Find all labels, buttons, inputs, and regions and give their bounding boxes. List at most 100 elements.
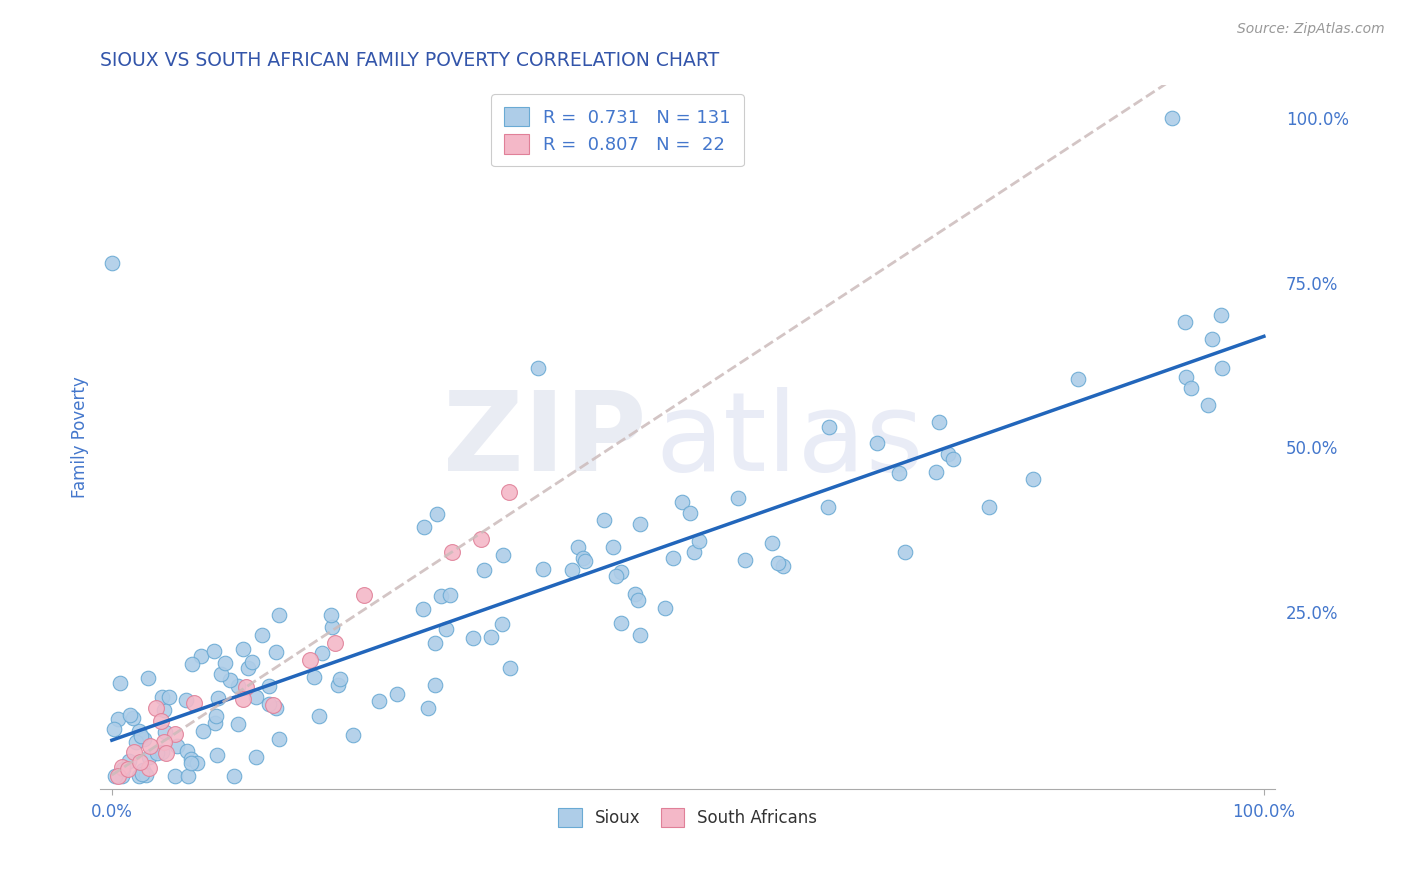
Point — [766, 556, 789, 570]
Point — [124, 745, 146, 759]
Point — [423, 635, 446, 649]
Point — [671, 495, 693, 509]
Point — [232, 642, 254, 657]
Point — [263, 698, 285, 712]
Point — [117, 762, 139, 776]
Point — [145, 701, 167, 715]
Point — [153, 735, 176, 749]
Point — [925, 465, 948, 479]
Point — [319, 607, 342, 622]
Point — [610, 615, 633, 630]
Point — [561, 563, 583, 577]
Point — [942, 451, 965, 466]
Point — [329, 672, 352, 686]
Point — [236, 661, 259, 675]
Point — [527, 361, 550, 376]
Point — [111, 769, 134, 783]
Point — [894, 544, 917, 558]
Point — [1197, 398, 1219, 412]
Point — [627, 593, 650, 607]
Point — [470, 532, 492, 546]
Point — [326, 677, 349, 691]
Point — [628, 628, 651, 642]
Point — [1209, 308, 1232, 322]
Point — [138, 750, 160, 764]
Point — [1174, 315, 1197, 329]
Point — [1160, 111, 1182, 125]
Point — [138, 761, 160, 775]
Point — [269, 731, 291, 746]
Point — [145, 746, 167, 760]
Point — [678, 507, 700, 521]
Point — [426, 507, 449, 521]
Point — [108, 676, 131, 690]
Point — [1211, 360, 1233, 375]
Point — [180, 752, 202, 766]
Point — [150, 745, 173, 759]
Point — [122, 711, 145, 725]
Point — [202, 643, 225, 657]
Point — [112, 762, 135, 776]
Point — [592, 513, 614, 527]
Point — [734, 553, 756, 567]
Point — [434, 622, 457, 636]
Point — [150, 714, 173, 729]
Point — [209, 666, 232, 681]
Point — [498, 484, 520, 499]
Point — [224, 769, 246, 783]
Point — [267, 607, 290, 622]
Point — [235, 681, 257, 695]
Point — [226, 716, 249, 731]
Point — [110, 759, 132, 773]
Point — [128, 769, 150, 783]
Point — [257, 697, 280, 711]
Point — [311, 647, 333, 661]
Y-axis label: Family Poverty: Family Poverty — [72, 376, 89, 498]
Point — [131, 729, 153, 743]
Point — [128, 723, 150, 738]
Point — [1022, 472, 1045, 486]
Point — [624, 587, 647, 601]
Point — [165, 769, 187, 783]
Point — [186, 756, 208, 770]
Point — [176, 744, 198, 758]
Point — [866, 435, 889, 450]
Point — [153, 724, 176, 739]
Point — [138, 739, 160, 753]
Point — [180, 756, 202, 770]
Point — [131, 767, 153, 781]
Point — [628, 516, 651, 531]
Point — [128, 756, 150, 770]
Point — [574, 554, 596, 568]
Point — [135, 768, 157, 782]
Point — [177, 769, 200, 783]
Point — [107, 769, 129, 783]
Text: Source: ZipAtlas.com: Source: ZipAtlas.com — [1237, 22, 1385, 37]
Point — [207, 691, 229, 706]
Point — [429, 589, 451, 603]
Point — [103, 723, 125, 737]
Point — [107, 712, 129, 726]
Point — [264, 645, 287, 659]
Point — [772, 559, 794, 574]
Point — [245, 750, 267, 764]
Text: atlas: atlas — [655, 387, 924, 494]
Point — [440, 545, 463, 559]
Point — [499, 661, 522, 675]
Point — [492, 548, 515, 562]
Point — [153, 703, 176, 717]
Point — [727, 491, 749, 506]
Point — [605, 568, 627, 582]
Text: ZIP: ZIP — [443, 387, 647, 494]
Point — [567, 541, 589, 555]
Point — [609, 565, 631, 579]
Point — [136, 671, 159, 685]
Point — [977, 500, 1000, 515]
Point — [165, 727, 187, 741]
Point — [298, 653, 321, 667]
Point — [682, 545, 704, 559]
Point — [125, 735, 148, 749]
Point — [257, 680, 280, 694]
Point — [190, 648, 212, 663]
Point — [1175, 370, 1198, 384]
